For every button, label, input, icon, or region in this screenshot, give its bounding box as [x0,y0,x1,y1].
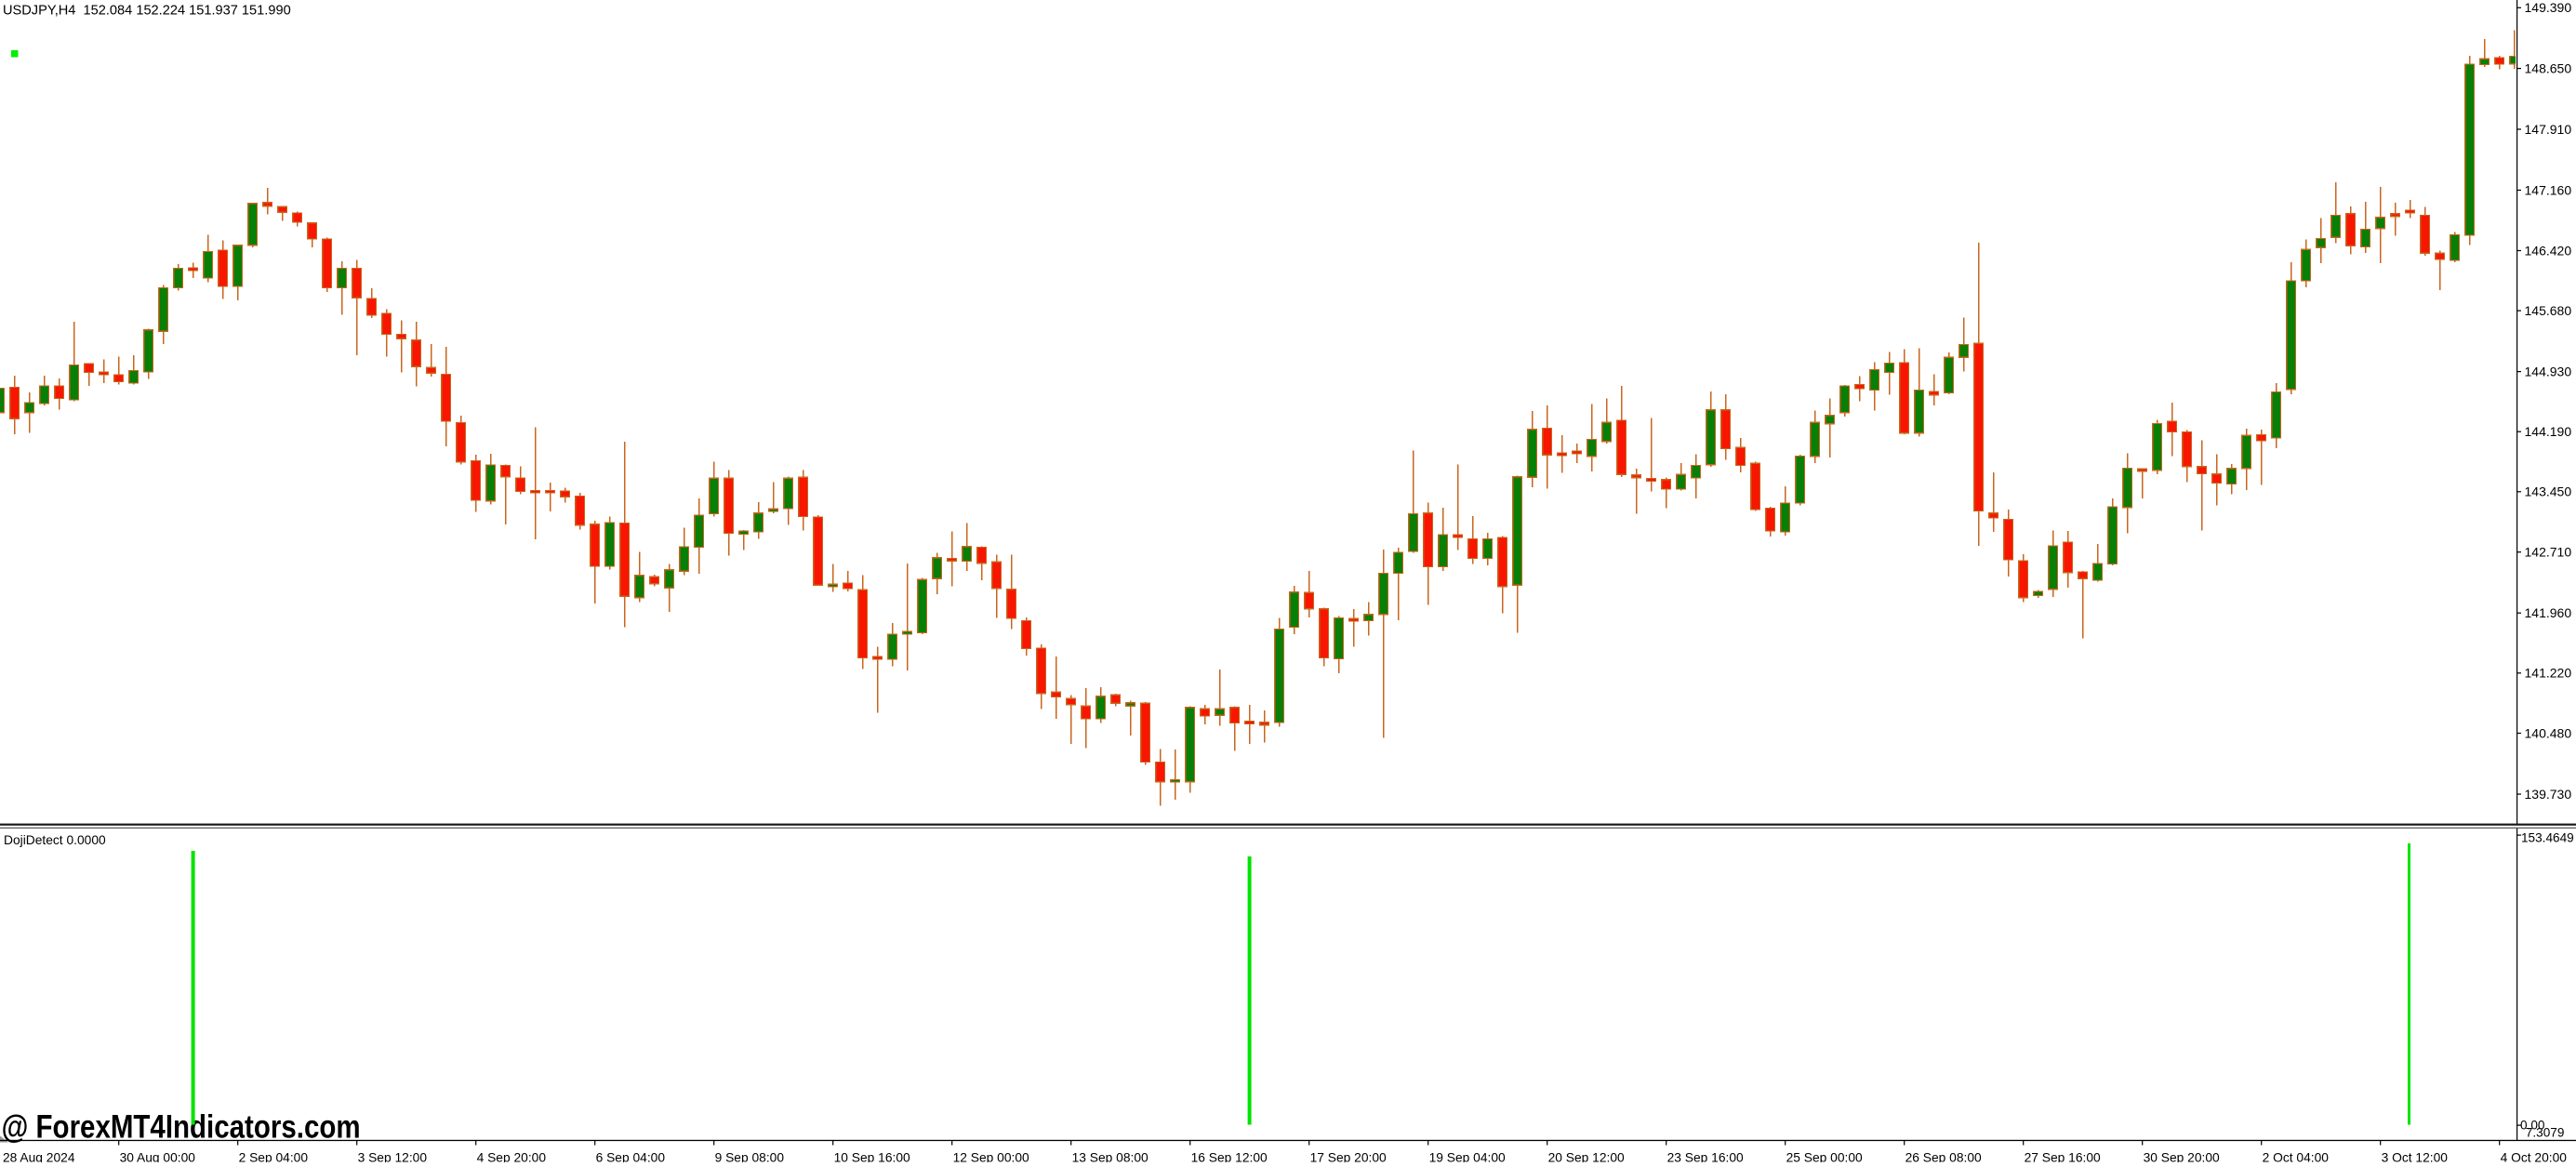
svg-text:3 Sep 12:00: 3 Sep 12:00 [358,1151,428,1163]
svg-text:145.680: 145.680 [2525,303,2572,318]
svg-text:USDJPY,H4 152.084 152.224 151: USDJPY,H4 152.084 152.224 151.937 151.99… [3,4,291,19]
svg-text:20 Sep 12:00: 20 Sep 12:00 [1548,1151,1625,1163]
svg-text:2 Sep 04:00: 2 Sep 04:00 [239,1151,309,1163]
svg-text:141.220: 141.220 [2525,666,2572,681]
svg-text:10 Sep 16:00: 10 Sep 16:00 [834,1151,910,1163]
svg-text:26 Sep 08:00: 26 Sep 08:00 [1905,1151,1982,1163]
svg-text:7.3079: 7.3079 [2526,1125,2565,1139]
svg-text:28 Aug 2024: 28 Aug 2024 [3,1151,75,1163]
svg-text:147.910: 147.910 [2525,122,2572,137]
svg-text:4 Sep 20:00: 4 Sep 20:00 [477,1151,547,1163]
svg-text:139.730: 139.730 [2525,787,2572,802]
svg-text:DojiDetect 0.0000: DojiDetect 0.0000 [4,833,106,847]
svg-text:19 Sep 04:00: 19 Sep 04:00 [1429,1151,1506,1163]
svg-text:144.930: 144.930 [2525,365,2572,379]
svg-text:17 Sep 20:00: 17 Sep 20:00 [1310,1151,1387,1163]
svg-text:12 Sep 00:00: 12 Sep 00:00 [953,1151,1029,1163]
svg-text:141.960: 141.960 [2525,605,2572,620]
svg-text:30 Aug 00:00: 30 Aug 00:00 [120,1151,196,1163]
svg-text:143.450: 143.450 [2525,484,2572,499]
svg-text:9 Sep 08:00: 9 Sep 08:00 [715,1151,785,1163]
svg-text:3 Oct 12:00: 3 Oct 12:00 [2382,1151,2449,1163]
svg-text:148.650: 148.650 [2525,61,2572,76]
svg-text:142.710: 142.710 [2525,545,2572,560]
svg-text:13 Sep 08:00: 13 Sep 08:00 [1072,1151,1149,1163]
svg-text:147.160: 147.160 [2525,182,2572,197]
svg-text:16 Sep 12:00: 16 Sep 12:00 [1191,1151,1268,1163]
svg-text:4 Oct 20:00: 4 Oct 20:00 [2501,1151,2568,1163]
svg-text:144.190: 144.190 [2525,424,2572,439]
svg-text:153.4649: 153.4649 [2521,831,2574,845]
svg-text:146.420: 146.420 [2525,243,2572,258]
svg-text:@ ForexMT4Indicators.com: @ ForexMT4Indicators.com [2,1107,361,1145]
svg-text:140.480: 140.480 [2525,725,2572,740]
svg-text:25 Sep 00:00: 25 Sep 00:00 [1786,1151,1863,1163]
svg-text:6 Sep 04:00: 6 Sep 04:00 [596,1151,666,1163]
svg-text:2 Oct 04:00: 2 Oct 04:00 [2263,1151,2330,1163]
svg-text:30 Sep 20:00: 30 Sep 20:00 [2144,1151,2220,1163]
svg-text:149.390: 149.390 [2525,0,2572,15]
svg-text:23 Sep 16:00: 23 Sep 16:00 [1667,1151,1744,1163]
svg-text:27 Sep 16:00: 27 Sep 16:00 [2025,1151,2101,1163]
